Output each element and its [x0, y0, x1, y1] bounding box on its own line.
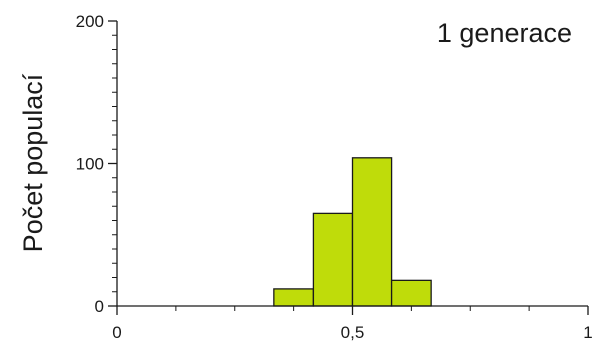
x-tick-label: 0,5 — [341, 323, 365, 342]
x-axis-ticks: 0 0,5 1 — [112, 306, 593, 342]
y-axis-title: Počet populací — [18, 73, 48, 252]
y-tick-label: 100 — [76, 155, 104, 174]
y-tick-label: 0 — [95, 297, 104, 316]
histogram-bar-2 — [312, 212, 354, 307]
y-tick-label: 200 — [76, 12, 104, 31]
histogram-bar-4 — [390, 279, 432, 307]
x-tick-label: 1 — [583, 323, 592, 342]
x-tick-label: 0 — [112, 323, 121, 342]
y-axis-ticks: 0 100 200 — [76, 12, 117, 316]
histogram-bar-3 — [351, 157, 393, 307]
histogram-bar-1 — [273, 288, 315, 307]
histogram-bars — [273, 157, 432, 307]
chart-annotation: 1 generace — [437, 18, 572, 48]
